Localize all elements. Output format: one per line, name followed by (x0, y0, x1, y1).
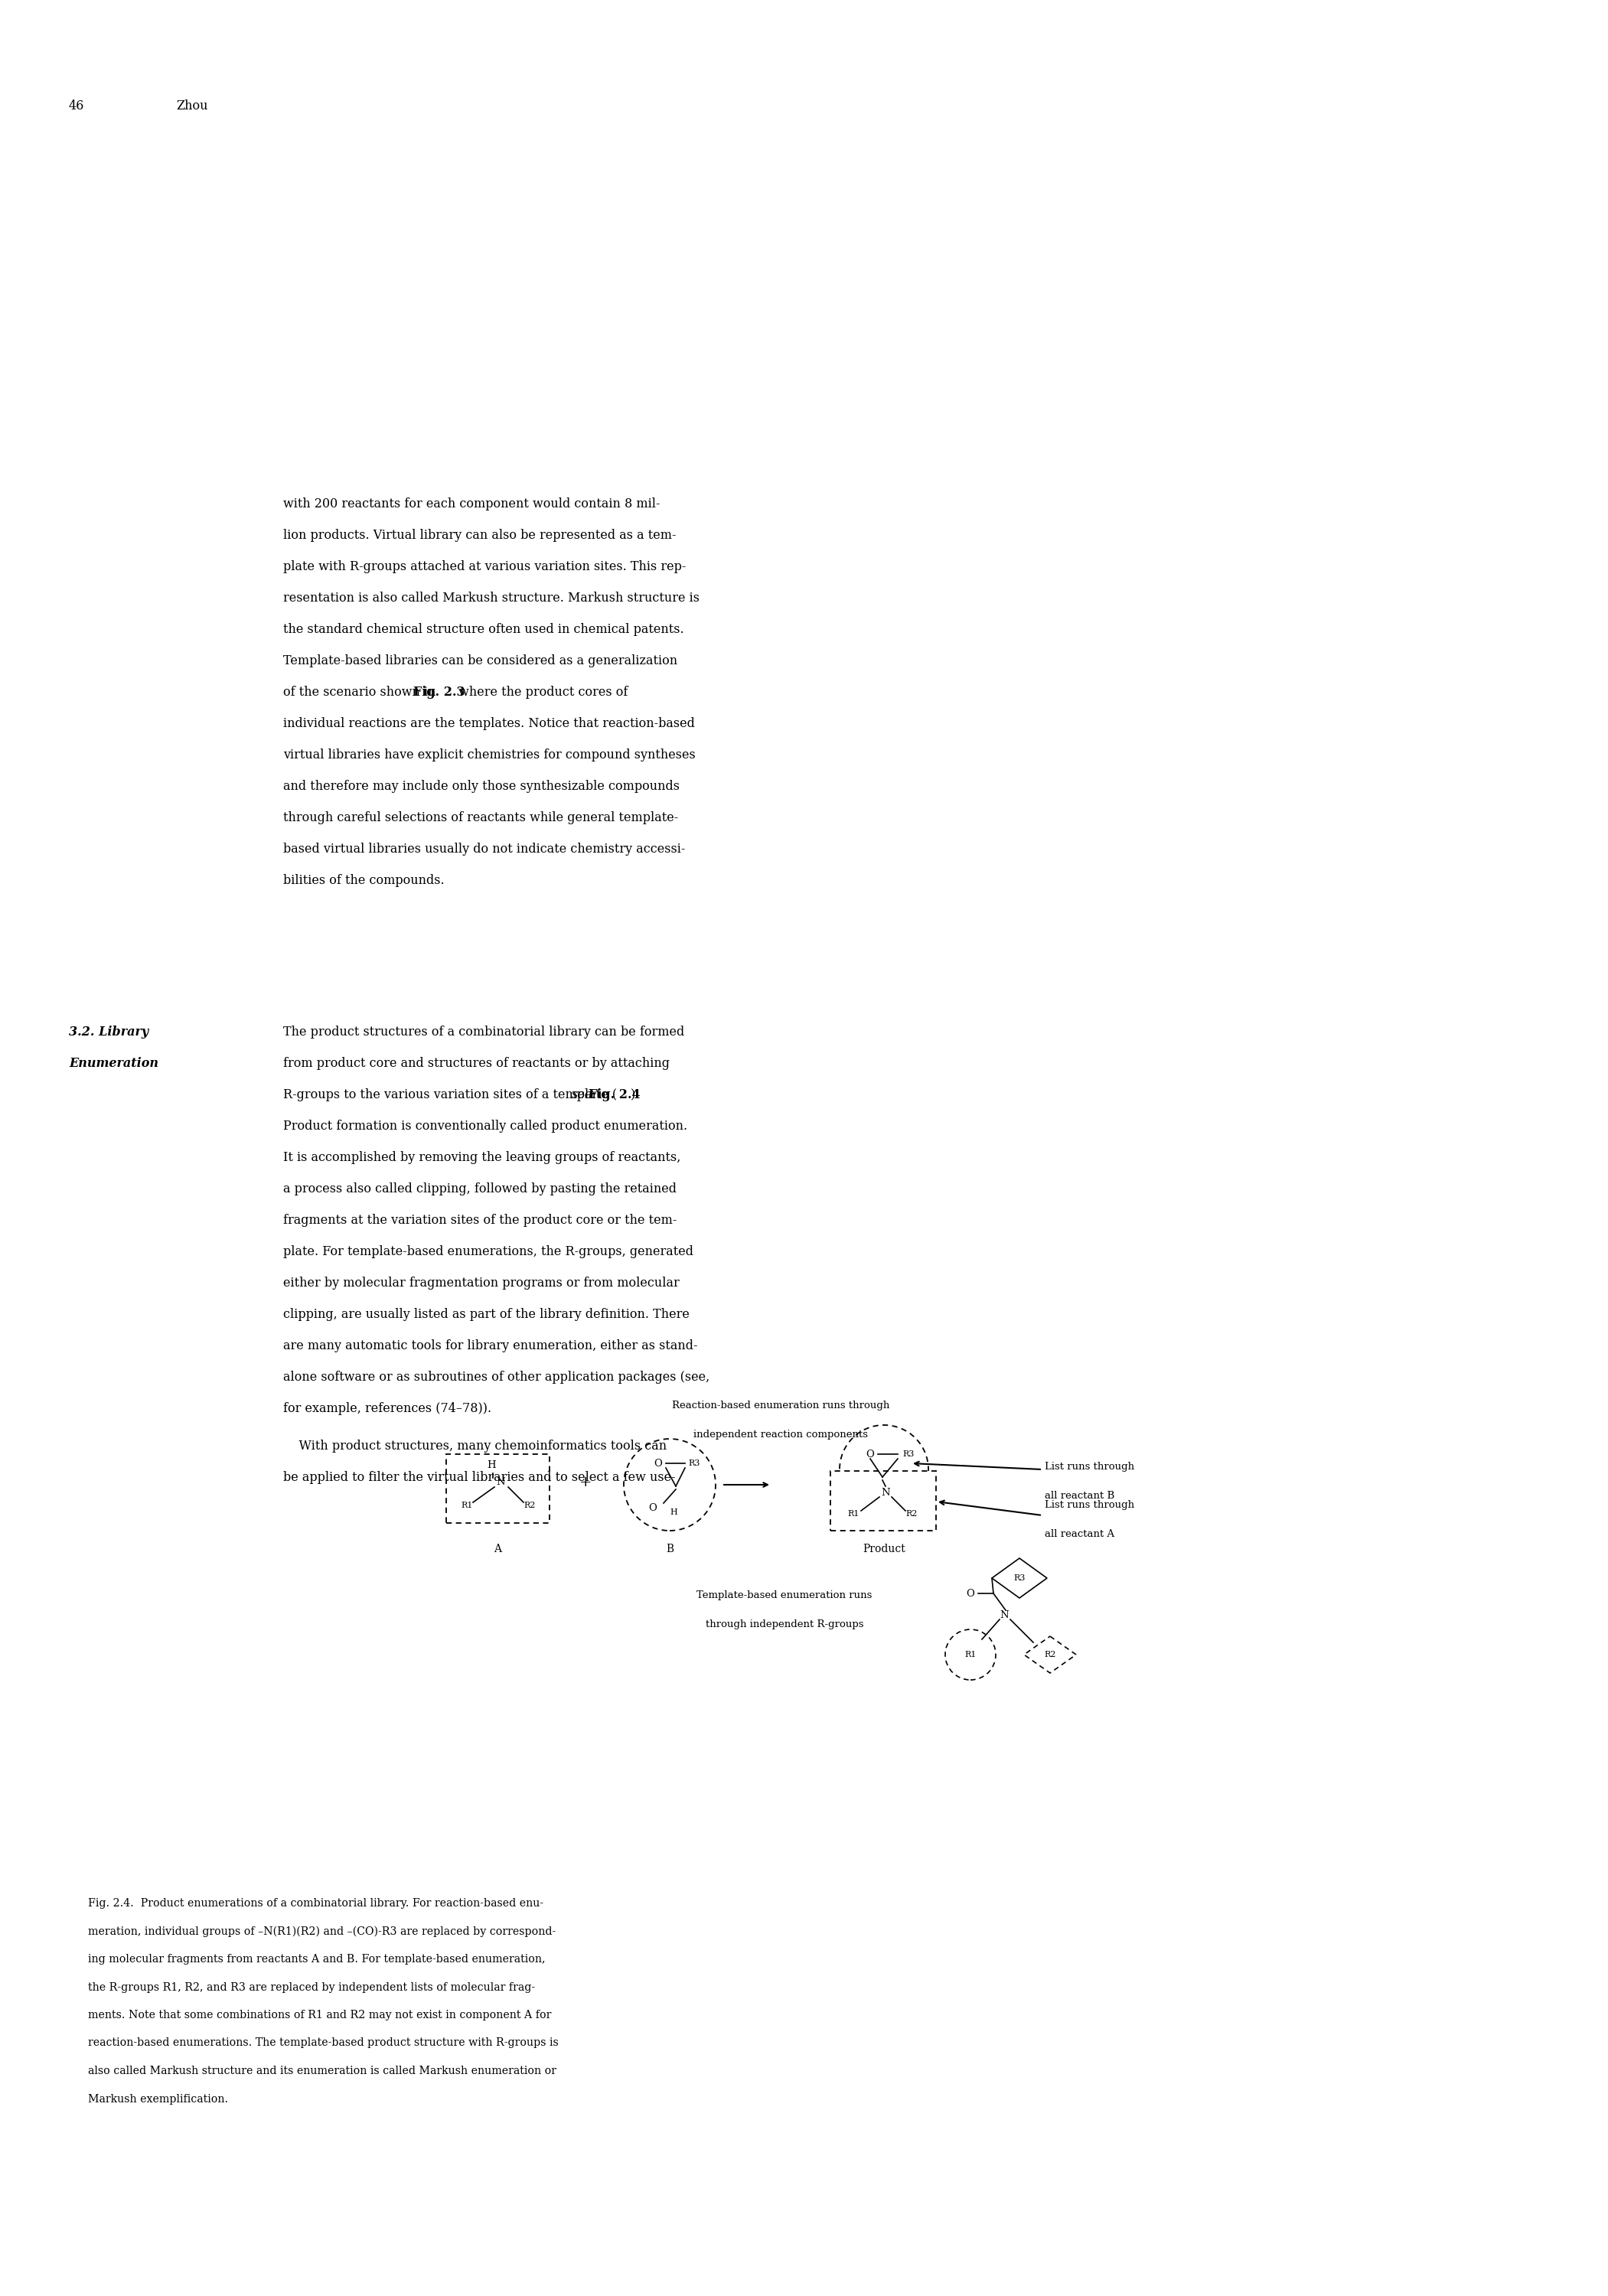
Text: also called Markush structure and its enumeration is called Markush enumeration : also called Markush structure and its en… (88, 2066, 556, 2076)
Text: R3: R3 (902, 1451, 915, 1458)
Text: Product formation is conventionally called product enumeration.: Product formation is conventionally call… (283, 1120, 687, 1132)
Text: lion products. Virtual library can also be represented as a tem-: lion products. Virtual library can also … (283, 528, 677, 542)
Text: resentation is also called Markush structure. Markush structure is: resentation is also called Markush struc… (283, 592, 699, 604)
Text: N: N (1000, 1609, 1008, 1621)
Text: With product structures, many chemoinformatics tools can: With product structures, many chemoinfor… (283, 1440, 667, 1453)
Text: either by molecular fragmentation programs or from molecular: either by molecular fragmentation progra… (283, 1277, 680, 1290)
Text: from product core and structures of reactants or by attaching: from product core and structures of reac… (283, 1056, 669, 1070)
Text: R1: R1 (965, 1651, 976, 1658)
Text: the standard chemical structure often used in chemical patents.: the standard chemical structure often us… (283, 622, 683, 636)
Text: R3: R3 (1013, 1575, 1026, 1582)
Text: Fig. 2.3: Fig. 2.3 (413, 687, 465, 698)
Text: Zhou: Zhou (175, 99, 207, 113)
Text: are many automatic tools for library enumeration, either as stand-: are many automatic tools for library enu… (283, 1339, 698, 1352)
Text: all reactant B: all reactant B (1045, 1490, 1114, 1502)
Polygon shape (1024, 1637, 1076, 1674)
Circle shape (946, 1630, 995, 1681)
Text: clipping, are usually listed as part of the library definition. There: clipping, are usually listed as part of … (283, 1309, 690, 1320)
Text: List runs through: List runs through (1045, 1499, 1134, 1511)
Text: for example, references (74–78)).: for example, references (74–78)). (283, 1403, 492, 1414)
Circle shape (624, 1440, 716, 1531)
Text: based virtual libraries usually do not indicate chemistry accessi-: based virtual libraries usually do not i… (283, 843, 685, 856)
Text: virtual libraries have explicit chemistries for compound syntheses: virtual libraries have explicit chemistr… (283, 748, 696, 762)
Circle shape (839, 1426, 928, 1513)
Polygon shape (992, 1559, 1047, 1598)
Text: individual reactions are the templates. Notice that reaction-based: individual reactions are the templates. … (283, 716, 695, 730)
Text: O: O (867, 1449, 875, 1460)
Text: a process also called clipping, followed by pasting the retained: a process also called clipping, followed… (283, 1182, 677, 1196)
Text: Fig. 2.4: Fig. 2.4 (589, 1088, 640, 1102)
Text: O: O (654, 1458, 662, 1469)
Text: 3.2. Library: 3.2. Library (69, 1026, 148, 1038)
Text: B: B (666, 1543, 674, 1554)
Text: where the product cores of: where the product cores of (455, 687, 629, 698)
Text: +: + (579, 1476, 592, 1490)
Text: all reactant A: all reactant A (1045, 1529, 1114, 1538)
Text: N: N (497, 1479, 505, 1488)
FancyBboxPatch shape (445, 1453, 550, 1522)
Text: R-groups to the various variation sites of a template (: R-groups to the various variation sites … (283, 1088, 617, 1102)
Text: ing molecular fragments from reactants A and B. For template-based enumeration,: ing molecular fragments from reactants A… (88, 1954, 545, 1965)
Text: Template-based libraries can be considered as a generalization: Template-based libraries can be consider… (283, 654, 677, 668)
Text: with 200 reactants for each component would contain 8 mil-: with 200 reactants for each component wo… (283, 498, 661, 510)
Text: A: A (494, 1543, 502, 1554)
Text: plate with R-groups attached at various variation sites. This rep-: plate with R-groups attached at various … (283, 560, 687, 574)
Text: of the scenario shown in: of the scenario shown in (283, 687, 441, 698)
Text: Template-based enumeration runs: Template-based enumeration runs (696, 1591, 872, 1600)
Text: R2: R2 (905, 1511, 918, 1518)
Text: meration, individual groups of –N(R1)(R2) and –(CO)-R3 are replaced by correspon: meration, individual groups of –N(R1)(R2… (88, 1926, 556, 1938)
Text: O: O (648, 1504, 658, 1513)
Text: R3: R3 (688, 1460, 699, 1467)
Text: reaction-based enumerations. The template-based product structure with R-groups : reaction-based enumerations. The templat… (88, 2039, 558, 2048)
Text: The product structures of a combinatorial library can be formed: The product structures of a combinatoria… (283, 1026, 685, 1038)
Text: It is accomplished by removing the leaving groups of reactants,: It is accomplished by removing the leavi… (283, 1150, 680, 1164)
Text: bilities of the compounds.: bilities of the compounds. (283, 875, 444, 886)
Text: alone software or as subroutines of other application packages (see,: alone software or as subroutines of othe… (283, 1371, 709, 1384)
Text: Markush exemplification.: Markush exemplification. (88, 2094, 228, 2103)
Text: through independent R-groups: through independent R-groups (706, 1619, 863, 1630)
Text: plate. For template-based enumerations, the R-groups, generated: plate. For template-based enumerations, … (283, 1244, 693, 1258)
Text: Enumeration: Enumeration (69, 1056, 159, 1070)
Text: independent reaction components: independent reaction components (693, 1430, 868, 1440)
Text: ments. Note that some combinations of R1 and R2 may not exist in component A for: ments. Note that some combinations of R1… (88, 2009, 552, 2020)
Text: be applied to filter the virtual libraries and to select a few use-: be applied to filter the virtual librari… (283, 1472, 675, 1483)
Text: R1: R1 (847, 1511, 859, 1518)
Text: List runs through: List runs through (1045, 1463, 1134, 1472)
Text: Reaction-based enumeration runs through: Reaction-based enumeration runs through (672, 1401, 889, 1410)
Text: the R-groups R1, R2, and R3 are replaced by independent lists of molecular frag-: the R-groups R1, R2, and R3 are replaced… (88, 1981, 535, 1993)
Text: through careful selections of reactants while general template-: through careful selections of reactants … (283, 810, 679, 824)
Text: O: O (966, 1589, 974, 1598)
Text: see: see (571, 1088, 592, 1102)
Text: N: N (881, 1488, 889, 1497)
Text: ).: ). (630, 1088, 638, 1102)
Text: R1: R1 (461, 1502, 473, 1508)
FancyBboxPatch shape (830, 1472, 936, 1531)
Text: R2: R2 (524, 1502, 535, 1508)
Text: fragments at the variation sites of the product core or the tem-: fragments at the variation sites of the … (283, 1215, 677, 1226)
Text: 46: 46 (69, 99, 85, 113)
Text: and therefore may include only those synthesizable compounds: and therefore may include only those syn… (283, 781, 680, 792)
Text: H: H (487, 1460, 495, 1472)
Text: H: H (671, 1508, 677, 1515)
Text: Product: Product (862, 1543, 905, 1554)
Text: Fig. 2.4.  Product enumerations of a combinatorial library. For reaction-based e: Fig. 2.4. Product enumerations of a comb… (88, 1899, 544, 1908)
Text: R2: R2 (1044, 1651, 1056, 1658)
